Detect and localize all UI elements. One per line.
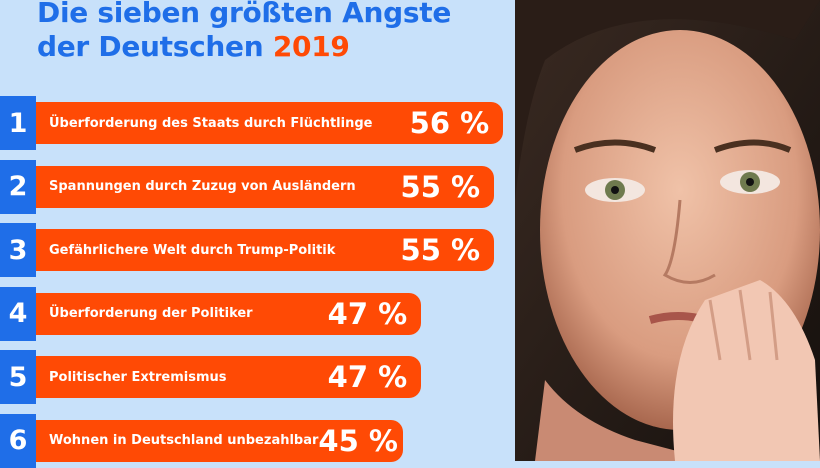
- left-eyebrow: [573, 139, 657, 153]
- rank-badge: 2: [0, 159, 36, 214]
- right-eyebrow: [713, 139, 792, 153]
- bar-value-label: 45 %: [318, 423, 398, 458]
- chart-title: Die sieben größten Angste der Deutschen …: [37, 0, 451, 64]
- photo-illustration: [515, 0, 820, 461]
- bar-value-label: 56 %: [409, 106, 490, 140]
- neck: [535, 380, 715, 461]
- rank-badge: 5: [0, 350, 36, 404]
- fingers: [708, 289, 779, 361]
- bar: Spannungen durch Zuzug von Ausländern 55…: [36, 165, 495, 208]
- bar-value-label: 55 %: [400, 233, 481, 267]
- bar-value-label: 47 %: [327, 296, 408, 331]
- bar-value-label: 47 %: [327, 360, 408, 394]
- bar: Politischer Extremismus 47 %: [36, 356, 422, 398]
- title-year: 2019: [272, 30, 350, 63]
- rank-badge: 1: [0, 96, 36, 150]
- bar-label: Wohnen in Deutschland unbezahlbar: [49, 433, 319, 448]
- bar: Überforderung der Politiker 47 %: [36, 292, 422, 335]
- bar-label: Gefährlichere Welt durch Trump-Politik: [49, 242, 336, 258]
- bar-label: Überforderung der Politiker: [49, 306, 253, 321]
- rank-badge: 3: [0, 223, 36, 277]
- infographic-panel: Die sieben größten Angste der Deutschen …: [0, 0, 504, 468]
- bar: Wohnen in Deutschland unbezahlbar 45 %: [36, 419, 403, 462]
- title-line-2: der Deutschen 2019: [37, 30, 350, 63]
- bar-label: Spannungen durch Zuzug von Ausländern: [49, 179, 356, 194]
- rank-badge: 6: [0, 413, 36, 468]
- bar-label: Überforderung des Staats durch Flüchtlin…: [49, 115, 373, 131]
- woman-face-photo: [515, 0, 820, 461]
- bar: Überforderung des Staats durch Flüchtlin…: [36, 102, 504, 144]
- rank-badge: 4: [0, 286, 36, 341]
- hand: [673, 280, 820, 461]
- hair-top: [515, 0, 820, 200]
- bar-value-label: 55 %: [400, 169, 481, 204]
- bar-label: Politischer Extremismus: [49, 369, 227, 385]
- nose: [662, 199, 716, 284]
- bar: Gefährlichere Welt durch Trump-Politik 5…: [36, 229, 495, 271]
- title-line-1: Die sieben größten Angste: [37, 0, 452, 29]
